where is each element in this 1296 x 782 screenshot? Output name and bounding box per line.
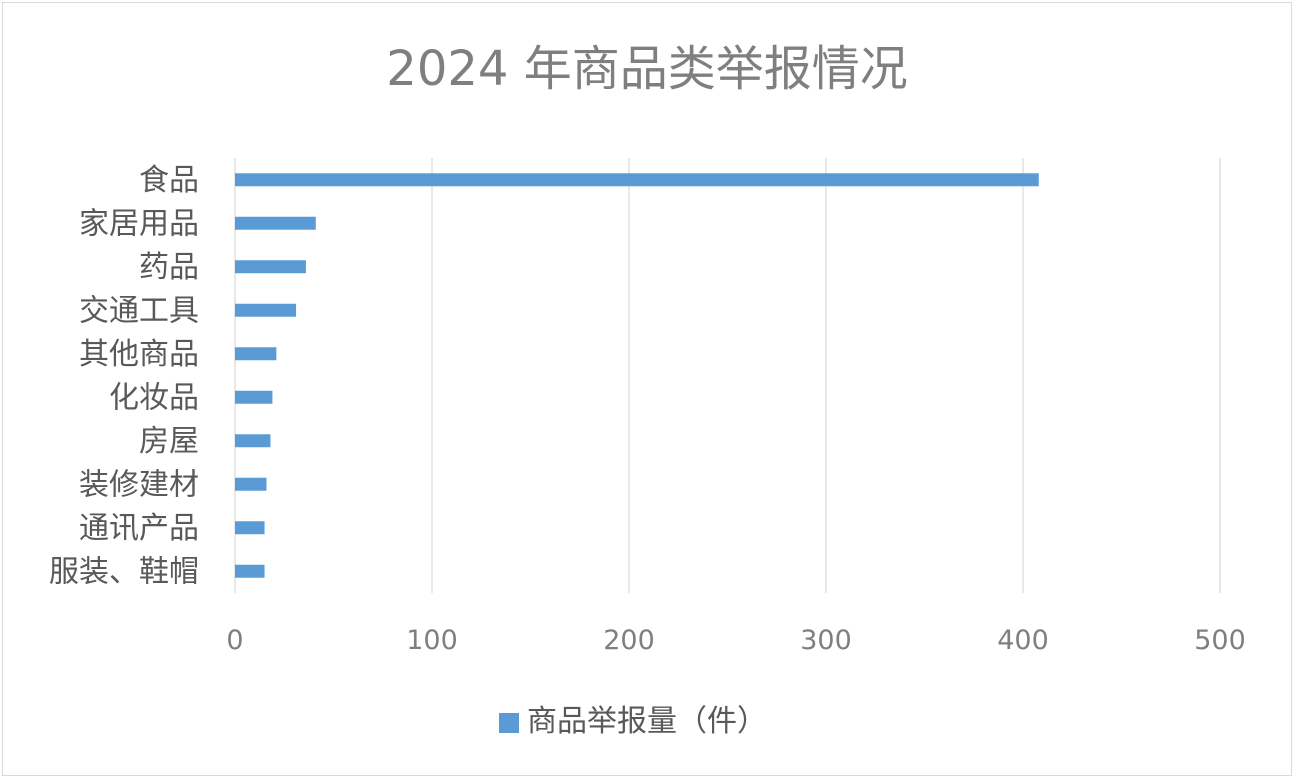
category-label: 房屋 — [139, 424, 199, 459]
x-tick-label: 300 — [800, 625, 852, 656]
bar — [235, 260, 306, 274]
category-label: 食品 — [139, 163, 199, 198]
grid-lines — [234, 158, 1221, 593]
category-label: 通讯产品 — [79, 511, 199, 546]
legend-label: 商品举报量（件） — [527, 704, 767, 739]
x-tick-label: 500 — [1194, 625, 1246, 656]
bar — [235, 347, 277, 361]
legend-swatch — [499, 713, 519, 733]
bar — [235, 434, 271, 448]
bar — [235, 390, 273, 404]
x-tick-label: 0 — [226, 625, 243, 656]
x-tick-label: 400 — [997, 625, 1049, 656]
bar — [235, 216, 316, 230]
category-label: 化妆品 — [109, 380, 199, 415]
bar — [235, 303, 297, 317]
category-label: 服装、鞋帽 — [49, 554, 199, 589]
legend: 商品举报量（件） — [499, 704, 767, 739]
x-tick-label: 100 — [406, 625, 458, 656]
category-label: 装修建材 — [79, 467, 199, 502]
category-label: 交通工具 — [79, 293, 199, 328]
bar — [235, 173, 1039, 187]
bar — [235, 477, 267, 491]
category-label: 家居用品 — [79, 206, 199, 241]
x-tick-label: 200 — [603, 625, 655, 656]
category-label: 药品 — [139, 250, 199, 285]
bar-chart: 2024 年商品类举报情况 食品家居用品药品交通工具其他商品化妆品房屋装修建材通… — [49, 41, 1246, 739]
chart-title: 2024 年商品类举报情况 — [386, 41, 907, 97]
category-label: 其他商品 — [79, 337, 199, 372]
bar — [235, 521, 265, 535]
x-axis-tick-labels: 0 100 200 300 400 500 — [226, 625, 1245, 656]
bar — [235, 564, 265, 578]
bars — [235, 173, 1039, 578]
